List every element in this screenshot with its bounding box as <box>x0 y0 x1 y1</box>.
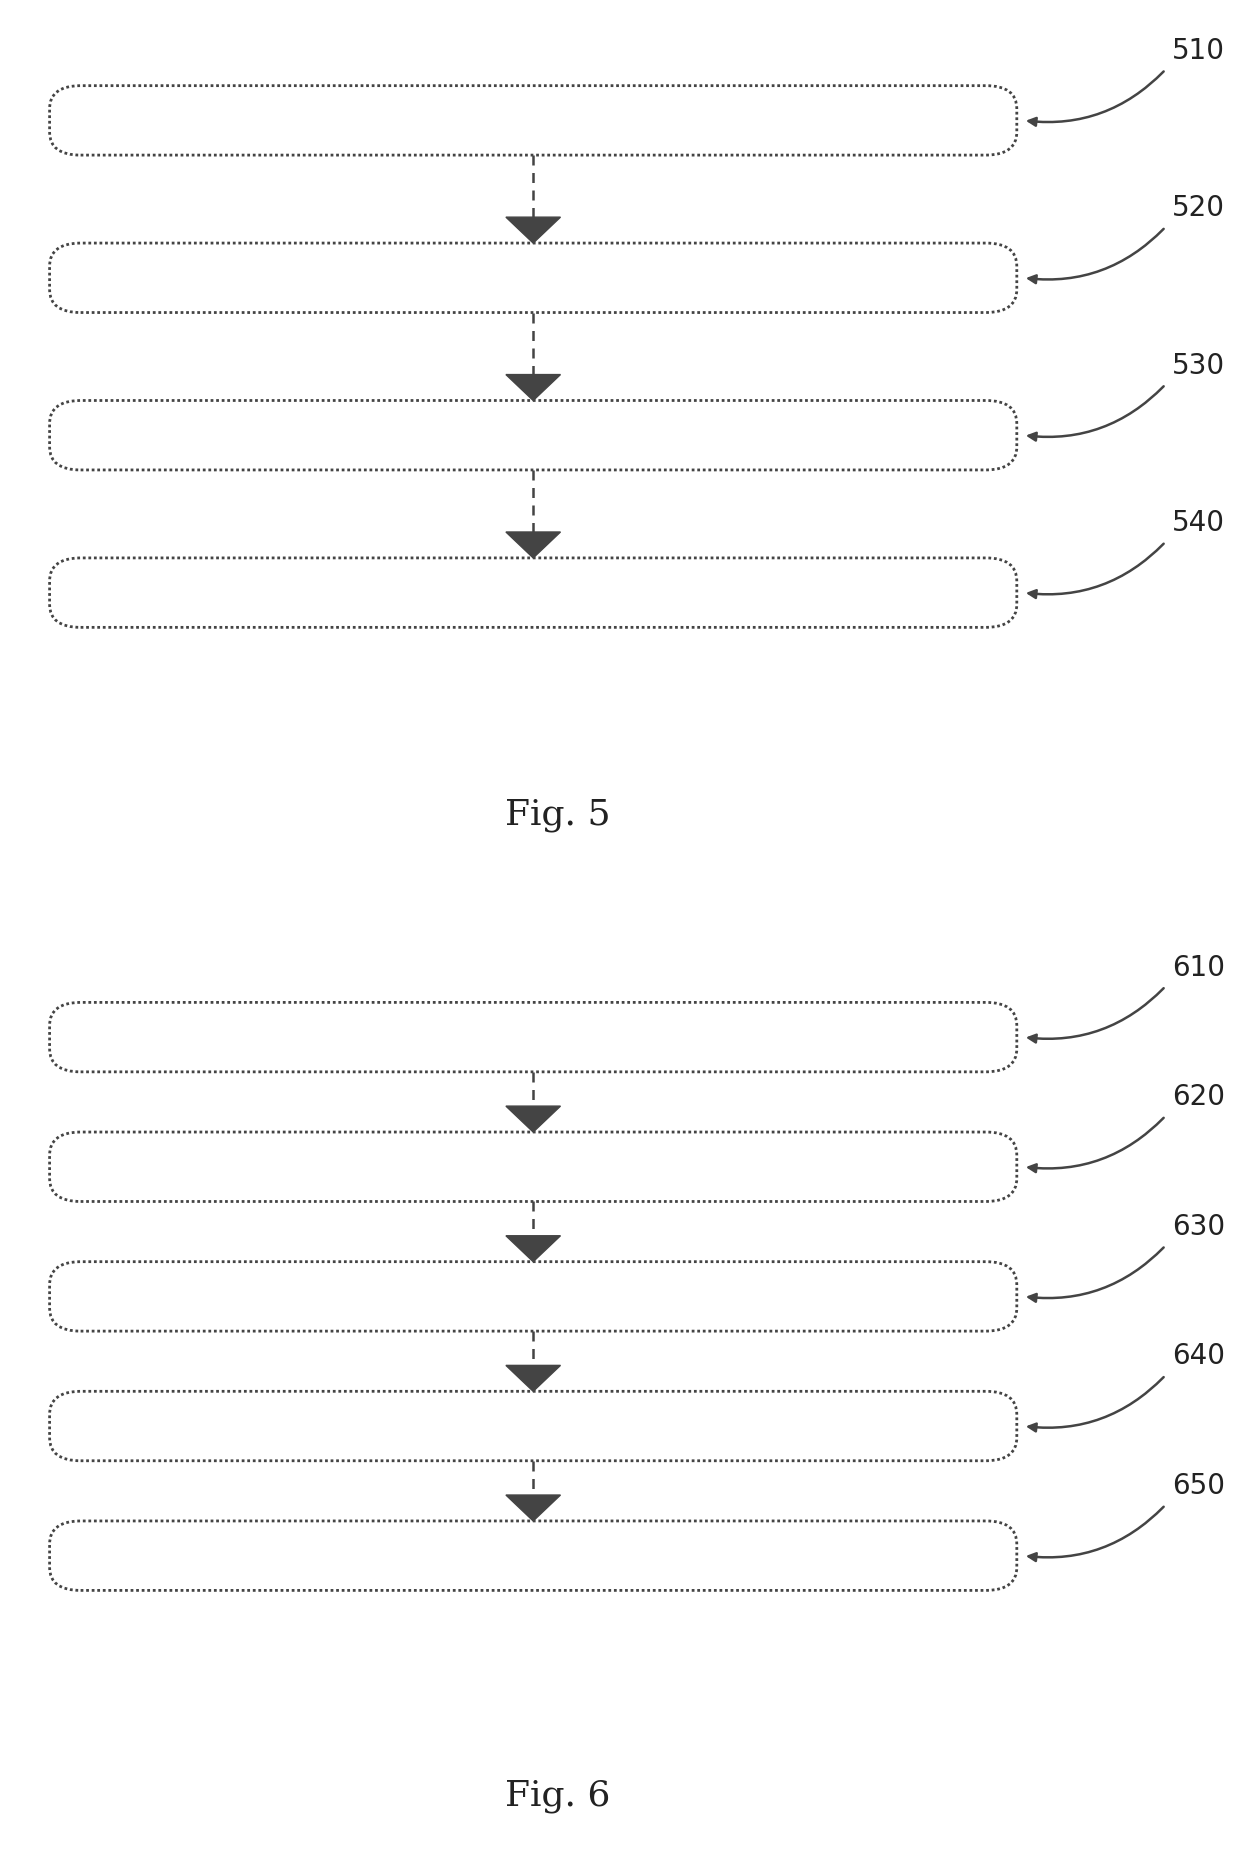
Polygon shape <box>506 1365 560 1391</box>
FancyBboxPatch shape <box>50 1391 1017 1461</box>
Text: Fig. 5: Fig. 5 <box>505 798 611 832</box>
Text: 530: 530 <box>1172 352 1225 380</box>
Polygon shape <box>506 532 560 557</box>
Text: Fig. 6: Fig. 6 <box>506 1780 610 1813</box>
Text: 510: 510 <box>1172 37 1225 65</box>
FancyBboxPatch shape <box>50 557 1017 628</box>
FancyBboxPatch shape <box>50 1520 1017 1591</box>
Text: 640: 640 <box>1172 1343 1225 1370</box>
Polygon shape <box>506 1235 560 1261</box>
Polygon shape <box>506 374 560 400</box>
FancyBboxPatch shape <box>50 400 1017 470</box>
Polygon shape <box>506 1106 560 1132</box>
FancyBboxPatch shape <box>50 1261 1017 1332</box>
Text: 620: 620 <box>1172 1083 1225 1111</box>
Text: 650: 650 <box>1172 1472 1225 1500</box>
FancyBboxPatch shape <box>50 243 1017 313</box>
Text: 630: 630 <box>1172 1213 1225 1241</box>
Text: 610: 610 <box>1172 954 1225 982</box>
Text: 520: 520 <box>1172 194 1225 222</box>
Text: 540: 540 <box>1172 509 1225 537</box>
FancyBboxPatch shape <box>50 85 1017 156</box>
Polygon shape <box>506 217 560 243</box>
Polygon shape <box>506 1495 560 1520</box>
FancyBboxPatch shape <box>50 1002 1017 1072</box>
FancyBboxPatch shape <box>50 1132 1017 1202</box>
